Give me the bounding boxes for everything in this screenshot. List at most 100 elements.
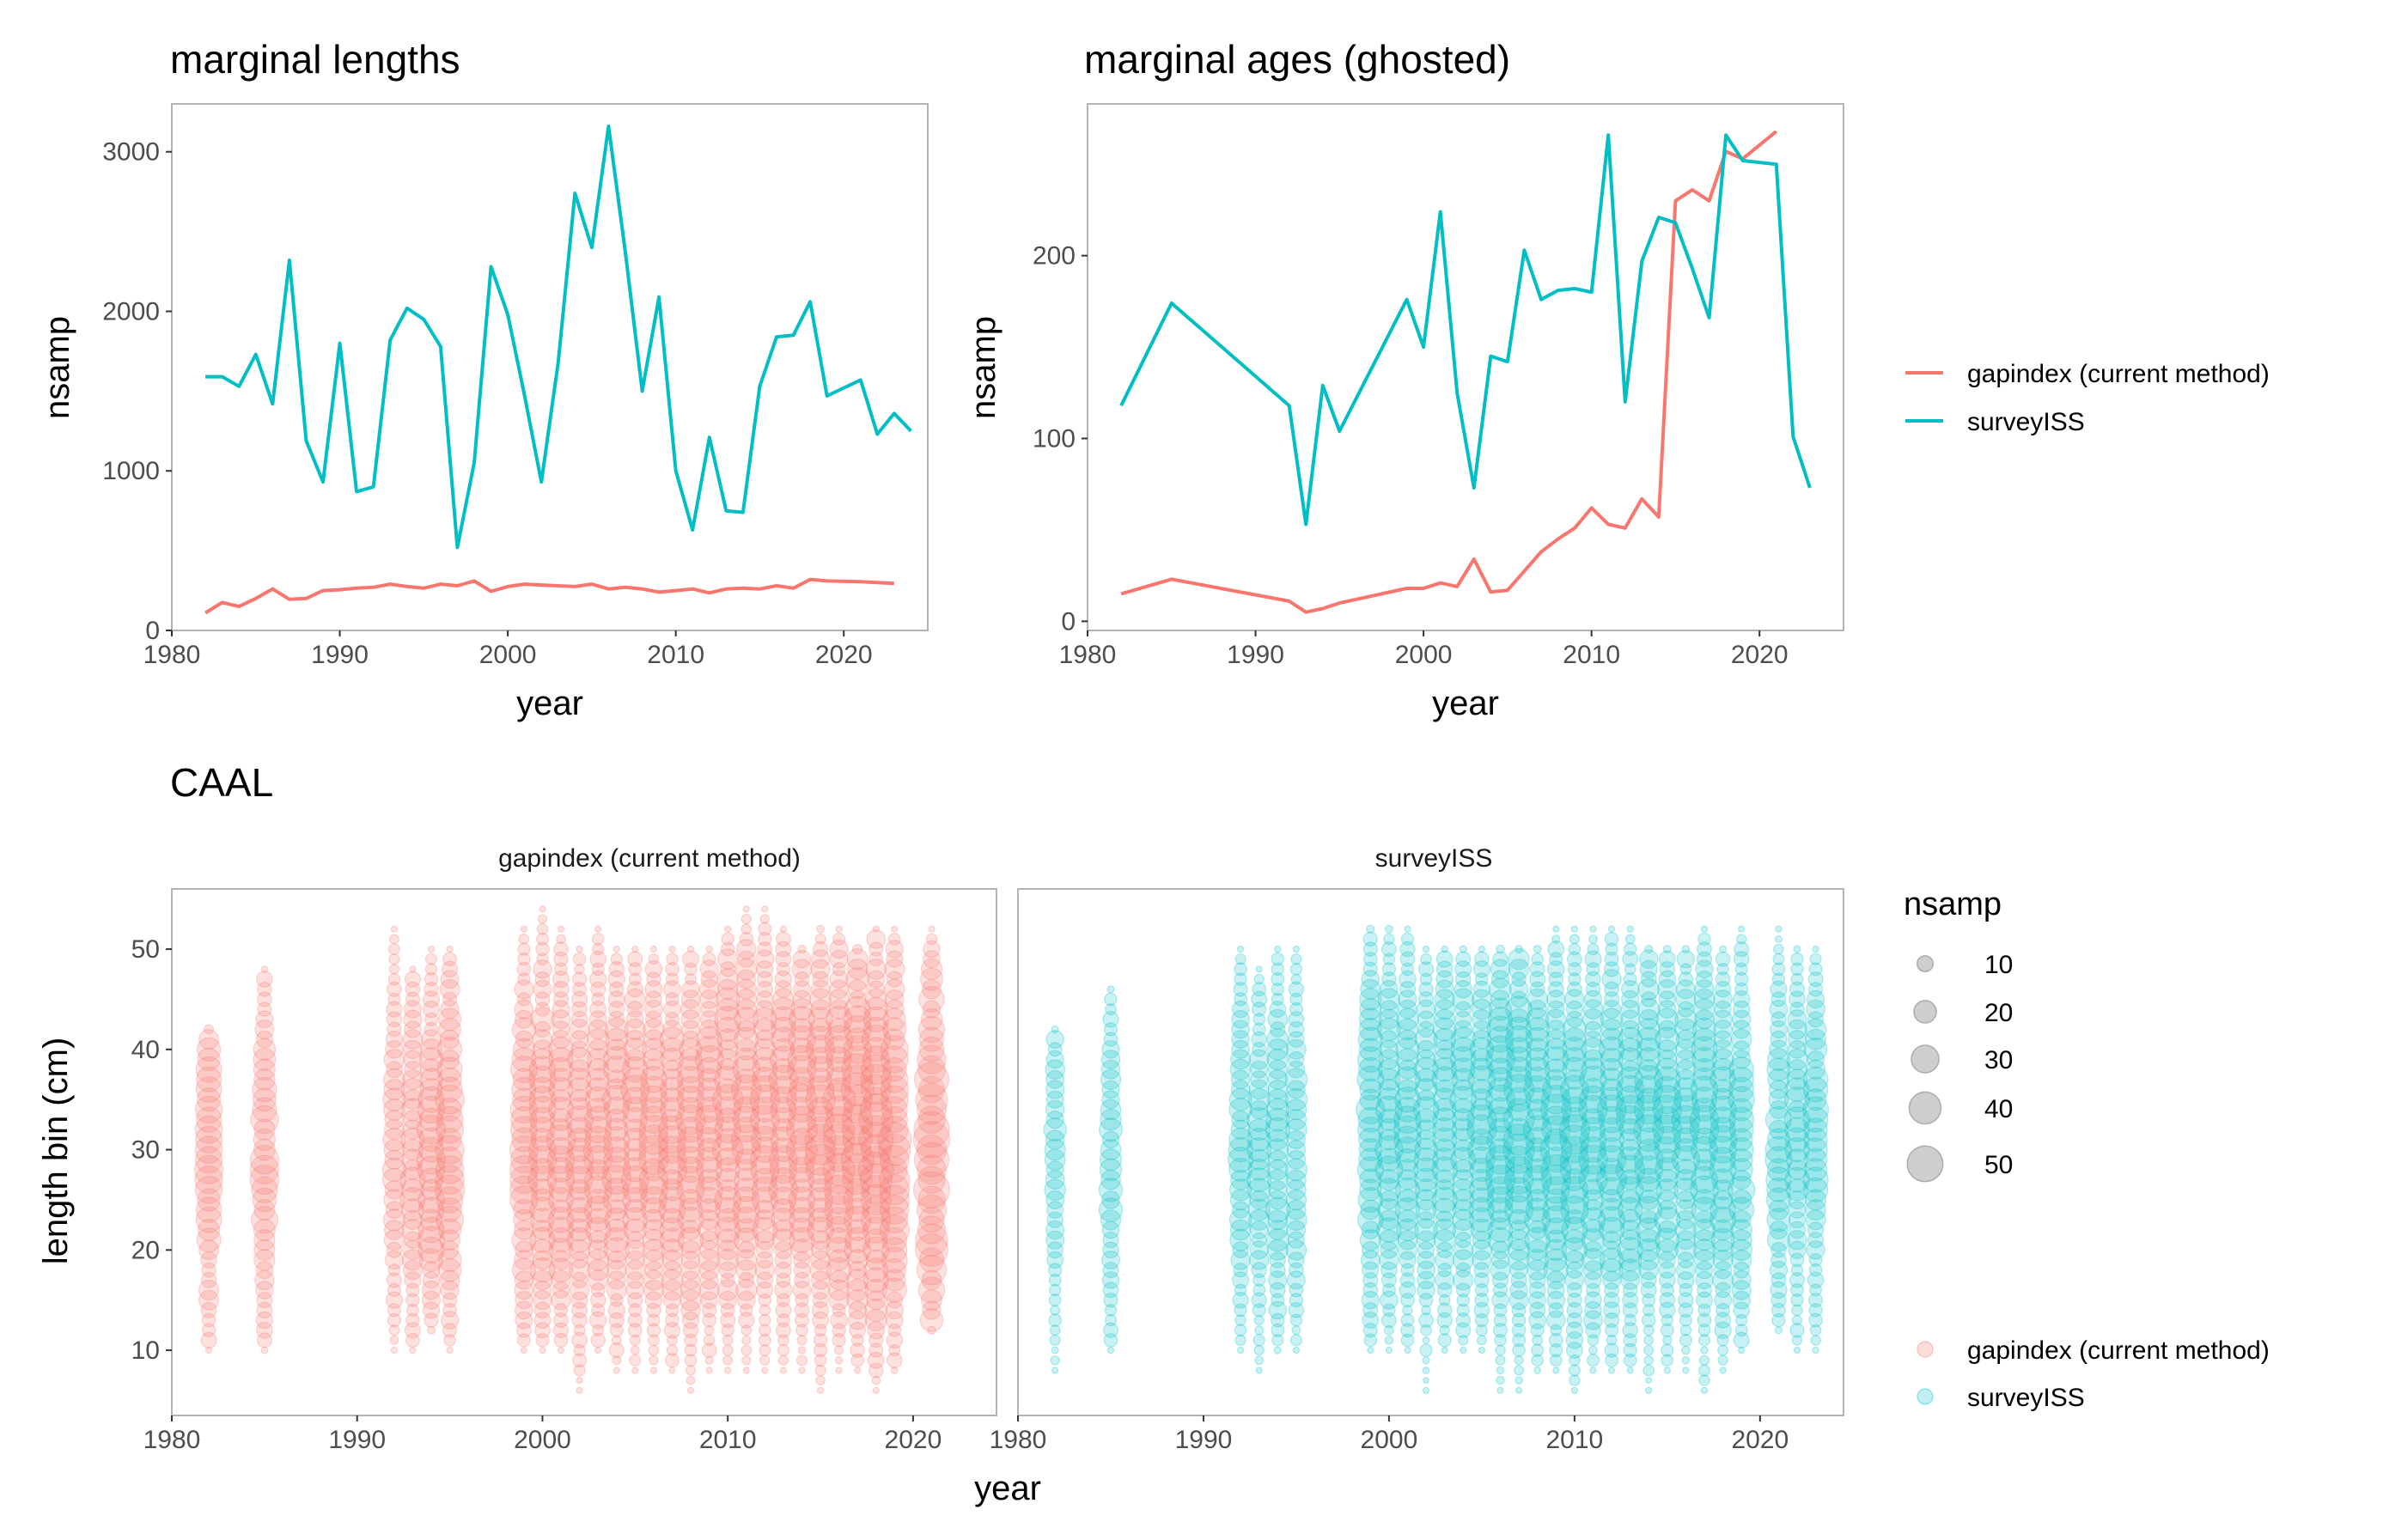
caal-point-gapindex — [913, 1111, 950, 1148]
caal-point-surveyiss — [1250, 1070, 1269, 1089]
caal-point-surveyiss — [1273, 1346, 1282, 1354]
caal-point-surveyiss — [1230, 1119, 1251, 1140]
caal-point-surveyiss — [1051, 1025, 1059, 1034]
caal-x-tick-label: 1980 — [990, 1426, 1047, 1454]
caal-point-surveyiss — [1786, 1068, 1808, 1091]
caal-point-gapindex — [435, 1154, 465, 1184]
caal-point-gapindex — [603, 1147, 631, 1173]
caal-point-gapindex — [583, 1175, 612, 1205]
caal-point-surveyiss — [1691, 1067, 1717, 1092]
caal-point-gapindex — [648, 1344, 660, 1356]
caal-point-surveyiss — [1709, 1196, 1736, 1223]
caal-point-surveyiss — [1624, 1313, 1636, 1327]
caal-point-gapindex — [550, 1088, 572, 1111]
caal-point-surveyiss — [1584, 1030, 1602, 1049]
caal-point-gapindex — [531, 1239, 554, 1262]
caal-point-gapindex — [863, 1037, 889, 1062]
caal-point-gapindex — [424, 1012, 439, 1027]
caal-point-gapindex — [535, 941, 550, 957]
caal-points-gapindex — [194, 905, 951, 1395]
caal-point-gapindex — [681, 980, 700, 999]
caal-point-gapindex — [253, 1239, 276, 1261]
caal-point-surveyiss — [1451, 1128, 1476, 1152]
caal-point-gapindex — [546, 1166, 576, 1195]
caal-point-gapindex — [590, 1332, 606, 1348]
caal-point-gapindex — [417, 1186, 445, 1214]
caal-point-surveyiss — [1508, 1239, 1531, 1262]
caal-y-label: length bin (cm) — [37, 1038, 75, 1265]
caal-point-surveyiss — [1568, 972, 1581, 986]
caal-point-gapindex — [249, 1165, 280, 1196]
caal-point-gapindex — [440, 970, 460, 989]
caal-point-surveyiss — [1246, 1167, 1272, 1192]
caal-point-gapindex — [733, 1086, 760, 1113]
caal-point-gapindex — [753, 1167, 777, 1192]
caal-point-surveyiss — [1451, 1098, 1475, 1122]
caal-point-surveyiss — [1689, 1105, 1720, 1135]
marginal-lengths-x-tick-label: 2000 — [479, 641, 537, 669]
caal-point-surveyiss — [1540, 1153, 1572, 1186]
caal-point-gapindex — [862, 1045, 891, 1074]
caal-point-surveyiss — [1437, 1263, 1453, 1278]
caal-point-gapindex — [509, 1165, 539, 1195]
caal-point-surveyiss — [1716, 1302, 1730, 1318]
caal-point-gapindex — [756, 981, 774, 998]
caal-point-gapindex — [720, 1302, 735, 1318]
caal-point-surveyiss — [1681, 1345, 1691, 1355]
caal-point-gapindex — [750, 1145, 780, 1175]
marginal-ages-y-tick-label: 0 — [1061, 607, 1076, 636]
caal-point-gapindex — [735, 1249, 758, 1271]
caal-point-gapindex — [861, 1115, 891, 1145]
caal-point-gapindex — [715, 1157, 740, 1183]
caal-point-surveyiss — [1100, 1099, 1122, 1121]
caal-point-gapindex — [439, 1049, 460, 1070]
caal-point-surveyiss — [1606, 1334, 1618, 1346]
caal-point-gapindex — [405, 981, 421, 997]
caal-point-surveyiss — [1619, 1138, 1642, 1161]
caal-point-gapindex — [198, 1279, 220, 1301]
caal-point-gapindex — [827, 1249, 850, 1271]
caal-point-surveyiss — [1783, 1087, 1811, 1113]
caal-point-gapindex — [435, 1084, 465, 1115]
caal-point-surveyiss — [1252, 1022, 1266, 1037]
caal-point-gapindex — [517, 942, 531, 956]
marginal-ages-line-surveyiss — [1119, 133, 1812, 527]
caal-point-gapindex — [387, 1303, 401, 1318]
caal-point-gapindex — [570, 1011, 588, 1028]
caal-point-surveyiss — [1790, 1293, 1804, 1307]
caal-point-gapindex — [570, 990, 588, 1008]
caal-point-gapindex — [403, 1000, 423, 1019]
caal-point-gapindex — [642, 1239, 666, 1262]
caal-point-surveyiss — [1615, 1074, 1645, 1105]
caal-point-gapindex — [647, 1334, 660, 1347]
caal-point-surveyiss — [1545, 1229, 1567, 1251]
caal-point-gapindex — [387, 1282, 401, 1298]
caal-point-surveyiss — [1472, 980, 1491, 998]
caal-point-surveyiss — [1045, 1230, 1065, 1250]
caal-point-surveyiss — [1542, 1075, 1570, 1104]
caal-point-surveyiss — [1045, 1050, 1064, 1069]
caal-point-surveyiss — [1288, 1302, 1305, 1318]
caal-point-surveyiss — [1731, 1209, 1752, 1230]
caal-point-gapindex — [385, 1291, 404, 1309]
caal-point-surveyiss — [1637, 1249, 1660, 1271]
caal-point-surveyiss — [1652, 1094, 1683, 1125]
caal-point-surveyiss — [1678, 1292, 1694, 1308]
caal-point-surveyiss — [1599, 1177, 1624, 1203]
caal-point-surveyiss — [1045, 1110, 1064, 1129]
caal-point-surveyiss — [1504, 1155, 1533, 1184]
caal-point-gapindex — [402, 1119, 424, 1140]
caal-point-gapindex — [846, 1278, 869, 1302]
caal-point-gapindex — [740, 913, 752, 925]
caal-point-surveyiss — [1728, 1067, 1754, 1093]
caal-point-surveyiss — [1253, 1314, 1265, 1326]
caal-point-surveyiss — [1507, 1098, 1531, 1122]
caal-point-surveyiss — [1620, 999, 1640, 1020]
caal-point-gapindex — [625, 1250, 645, 1270]
caal-point-gapindex — [665, 992, 680, 1007]
caal-point-gapindex — [720, 1312, 736, 1329]
caal-point-surveyiss — [1228, 1136, 1253, 1163]
caal-point-gapindex — [808, 1207, 833, 1233]
caal-point-surveyiss — [1569, 1354, 1581, 1367]
caal-point-surveyiss — [1697, 1312, 1712, 1328]
